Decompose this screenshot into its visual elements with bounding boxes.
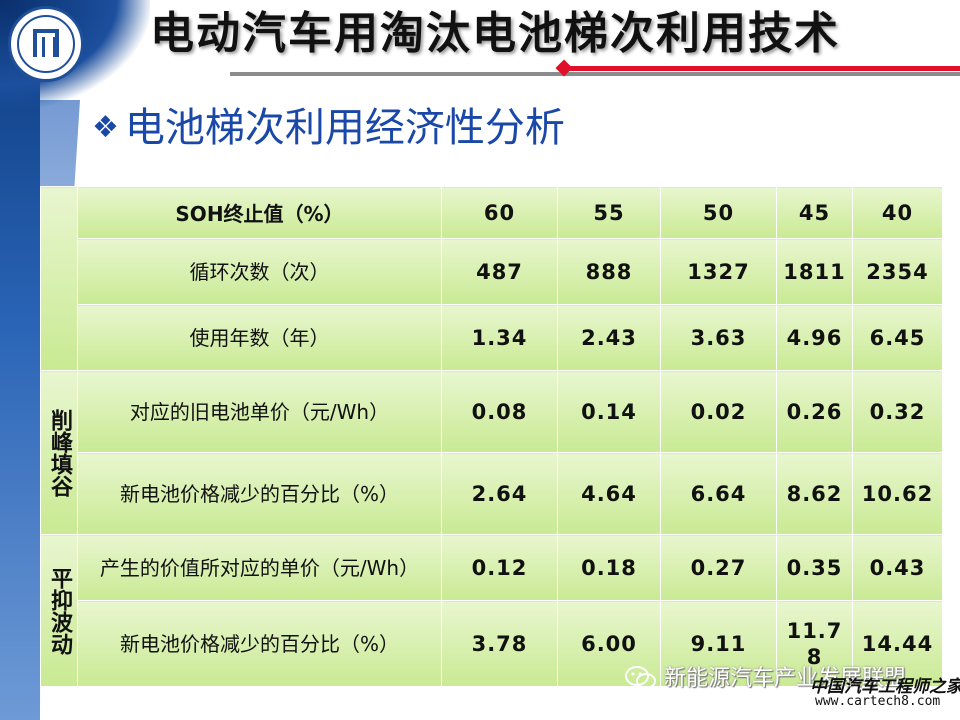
- section-heading-text: 电池梯次利用经济性分析: [124, 105, 565, 151]
- value-cell: 14.44: [852, 600, 943, 687]
- row-label-cell: 对应的旧电池单价（元/Wh）: [77, 370, 442, 453]
- header-value-cell: 40: [852, 186, 943, 239]
- empty-cell: [40, 186, 78, 371]
- value-cell: 2.43: [557, 304, 661, 371]
- table-row: 循环次数（次） 487 888 1327 1811 2354: [41, 238, 943, 305]
- value-cell: 487: [441, 238, 558, 305]
- value-cell: 1811: [776, 238, 853, 305]
- table-row: 新电池价格减少的百分比（%） 3.78 6.00 9.11 11.78 14.4…: [41, 600, 943, 687]
- value-cell: 8.62: [776, 452, 853, 535]
- value-cell: 2354: [852, 238, 943, 305]
- value-cell: 9.11: [660, 600, 777, 687]
- value-cell: 6.00: [557, 600, 661, 687]
- value-cell: 0.14: [557, 370, 661, 453]
- site-url: www.cartech8.com: [815, 694, 941, 709]
- table-row: 新电池价格减少的百分比（%） 2.64 4.64 6.64 8.62 10.62: [41, 452, 943, 535]
- row-label-cell: 新电池价格减少的百分比（%）: [77, 600, 442, 687]
- row-label-cell: 新电池价格减少的百分比（%）: [77, 452, 442, 535]
- value-cell: 3.63: [660, 304, 777, 371]
- logo-ring: [17, 15, 75, 73]
- value-cell: 0.12: [441, 534, 558, 601]
- value-cell: 0.32: [852, 370, 943, 453]
- value-cell: 2.64: [441, 452, 558, 535]
- value-cell: 6.45: [852, 304, 943, 371]
- table-row: SOH终止值（%） 60 55 50 45 40: [40, 186, 943, 371]
- wechat-icon: [625, 666, 656, 689]
- group-label-peak-shaving: 削峰填谷: [40, 370, 78, 535]
- value-cell: 0.26: [776, 370, 853, 453]
- value-cell: 1327: [660, 238, 777, 305]
- header-label-cell: SOH终止值（%）: [77, 186, 442, 239]
- value-cell: 3.78: [441, 600, 558, 687]
- row-label-cell: 产生的价值所对应的单价（元/Wh）: [77, 534, 442, 601]
- header-value-cell: 60: [441, 186, 558, 239]
- page-title: 电动汽车用淘汰电池梯次利用技术: [150, 8, 840, 59]
- title-accent-line: [566, 66, 960, 71]
- left-decor-band: [0, 0, 40, 720]
- value-cell: 1.34: [441, 304, 558, 371]
- value-cell: 6.64: [660, 452, 777, 535]
- value-cell: 0.43: [852, 534, 943, 601]
- value-cell: 888: [557, 238, 661, 305]
- table-row: 使用年数（年） 1.34 2.43 3.63 4.96 6.45: [41, 304, 943, 371]
- value-cell: 0.27: [660, 534, 777, 601]
- table-row: 削峰填谷 对应的旧电池单价（元/Wh） 0.08 0.14 0.02 0.26 …: [40, 370, 943, 535]
- value-cell: 11.78: [776, 600, 853, 687]
- row-label-cell: 使用年数（年）: [77, 304, 442, 371]
- economics-table: SOH终止值（%） 60 55 50 45 40 循环次数（次） 487 888…: [40, 186, 943, 687]
- watermark-text: 新能源汽车产业发展联盟: [664, 666, 907, 691]
- table-row: 平抑波动 产生的价值所对应的单价（元/Wh） 0.12 0.18 0.27 0.…: [40, 534, 943, 687]
- value-cell: 0.08: [441, 370, 558, 453]
- value-cell: 0.02: [660, 370, 777, 453]
- brand-text: 中国汽车工程师之家: [810, 677, 960, 697]
- header-value-cell: 50: [660, 186, 777, 239]
- value-cell: 10.62: [852, 452, 943, 535]
- bullet-icon: ❖: [92, 110, 119, 145]
- group-label-smoothing: 平抑波动: [40, 534, 78, 687]
- value-cell: 0.35: [776, 534, 853, 601]
- university-logo: [8, 6, 84, 82]
- row-label-cell: 循环次数（次）: [77, 238, 442, 305]
- header-value-cell: 55: [557, 186, 661, 239]
- value-cell: 4.64: [557, 452, 661, 535]
- header-value-cell: 45: [776, 186, 853, 239]
- value-cell: 4.96: [776, 304, 853, 371]
- value-cell: 0.18: [557, 534, 661, 601]
- title-underline: [230, 72, 960, 76]
- section-heading: ❖ 电池梯次利用经济性分析: [92, 100, 565, 156]
- logo-gate-icon: [33, 29, 59, 57]
